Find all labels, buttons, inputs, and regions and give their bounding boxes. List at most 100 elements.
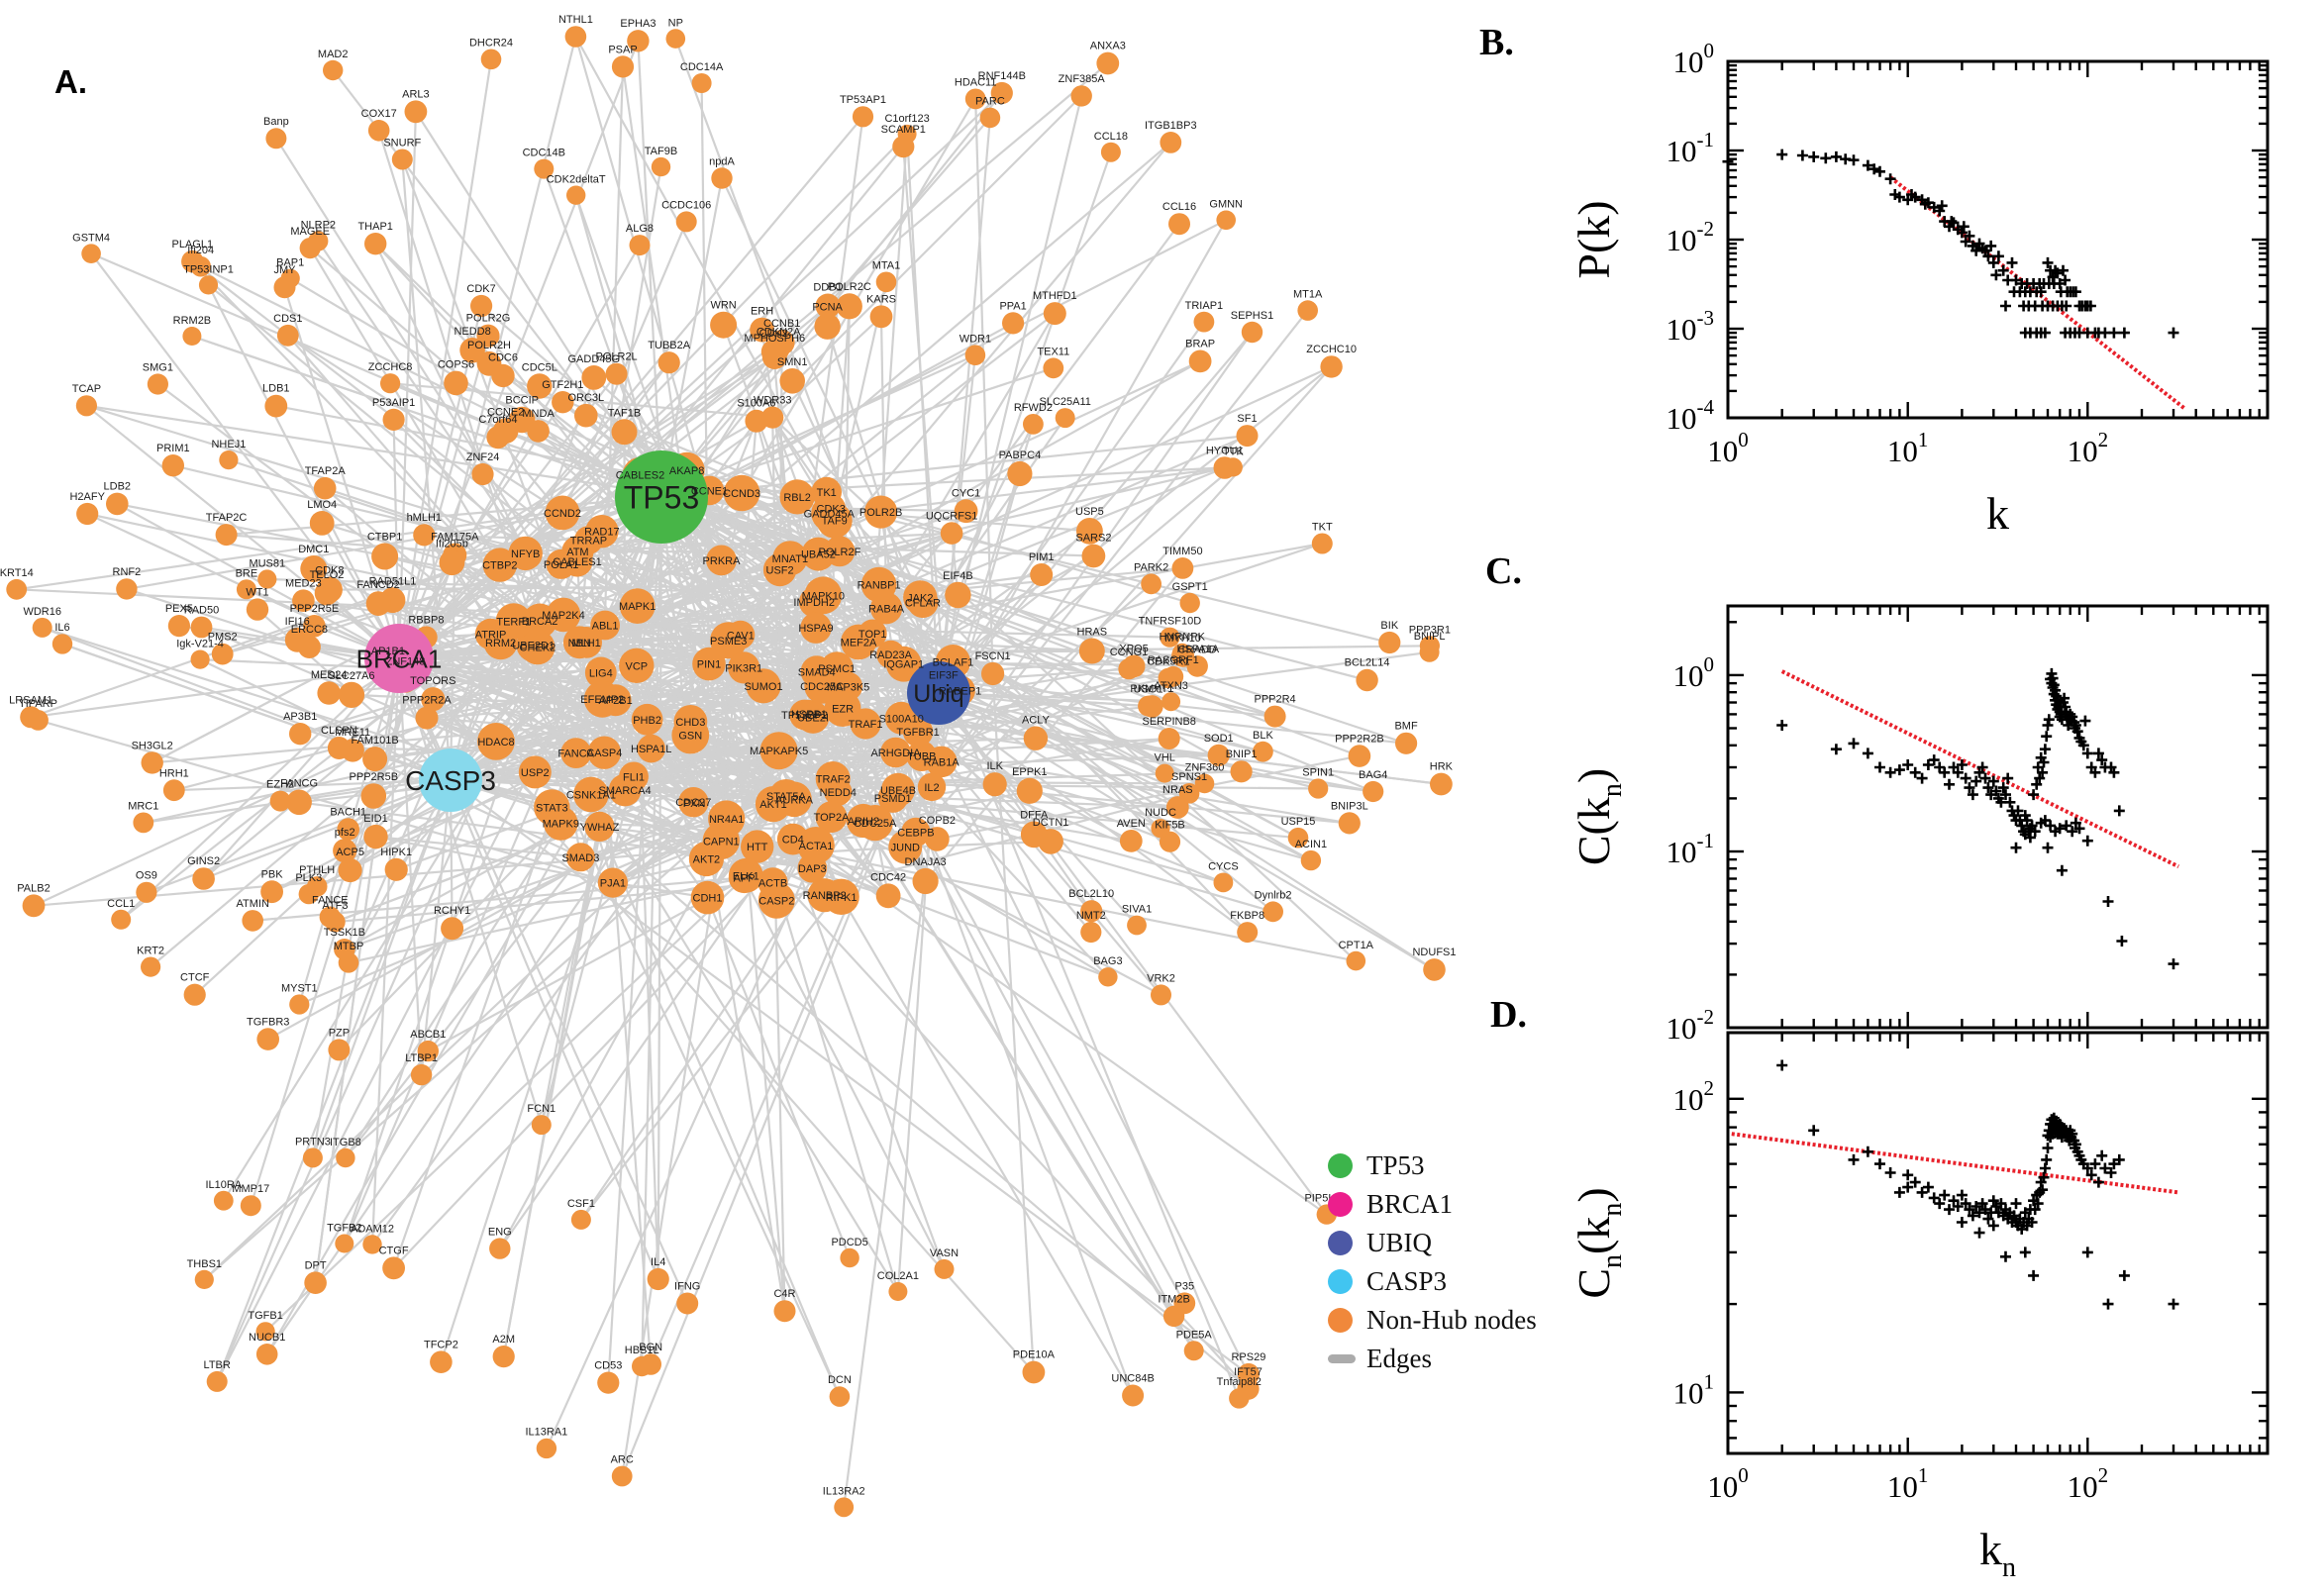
y-tick-label: 10-1 bbox=[1666, 128, 1715, 168]
network-node bbox=[852, 106, 874, 128]
node-label: H2AFY bbox=[69, 491, 105, 503]
node-label: HRH1 bbox=[159, 767, 189, 779]
scatter-point bbox=[1916, 1186, 1928, 1198]
node-label: RIPK1 bbox=[826, 892, 858, 904]
scatter-point bbox=[2089, 1158, 2101, 1170]
scatter-point bbox=[1884, 1167, 1896, 1178]
network-edge bbox=[216, 539, 590, 1383]
node-label: ZCCHC8 bbox=[368, 361, 413, 373]
network-edge bbox=[15, 588, 565, 617]
node-label: EZR bbox=[832, 704, 854, 716]
node-label: NLRP2 bbox=[301, 219, 336, 231]
network-edge bbox=[397, 304, 483, 660]
scatter-point bbox=[2032, 1198, 2044, 1210]
node-label: BCLAF1 bbox=[933, 657, 974, 669]
node-label: CDS1 bbox=[273, 313, 302, 325]
panel-c-plot: 10-2 10-1 100 C(kn) bbox=[1568, 604, 2270, 1046]
network-node bbox=[323, 59, 344, 81]
node-label: GADD45A bbox=[804, 509, 856, 521]
scatter-point bbox=[2056, 864, 2068, 876]
node-label: CAPN1 bbox=[703, 836, 740, 848]
scatter-point bbox=[2045, 820, 2057, 832]
network-node bbox=[289, 994, 310, 1015]
scatter-point bbox=[2108, 327, 2120, 339]
scatter-point bbox=[1960, 1198, 1971, 1210]
network-node bbox=[651, 156, 671, 177]
node-label: MAPK9 bbox=[543, 819, 579, 831]
scatter-point bbox=[1973, 1227, 1985, 1239]
network-edges bbox=[15, 35, 1443, 1509]
node-label: CDC42 bbox=[870, 871, 906, 883]
network-node bbox=[982, 772, 1007, 797]
network-node bbox=[710, 311, 738, 339]
network-node bbox=[940, 522, 963, 545]
node-label: SEPHS1 bbox=[1231, 310, 1273, 322]
network-node bbox=[841, 624, 876, 660]
network-edge bbox=[937, 691, 1408, 745]
node-label: WRN bbox=[710, 300, 736, 312]
network-node bbox=[611, 1465, 633, 1487]
network-node bbox=[779, 479, 815, 515]
node-label: LRSAM1 bbox=[9, 694, 52, 706]
legend-label: Non-Hub nodes bbox=[1366, 1305, 1537, 1335]
node-label: BRE bbox=[236, 567, 258, 579]
axis-ticks bbox=[1726, 606, 2268, 1030]
node-label: DFFA bbox=[1020, 810, 1049, 822]
scatter-point bbox=[1964, 782, 1975, 794]
y-tick-label: 10-4 bbox=[1666, 395, 1715, 436]
node-label: CD4 bbox=[782, 835, 804, 847]
scatter-point bbox=[1934, 761, 1946, 773]
node-label: ATXN3 bbox=[1154, 680, 1188, 692]
network-edge bbox=[401, 157, 453, 782]
node-label: ITM2B bbox=[1158, 1294, 1189, 1306]
scatter-point bbox=[2096, 1149, 2108, 1161]
node-label: SMARCA4 bbox=[599, 785, 652, 797]
node-label: FANCA bbox=[557, 748, 594, 760]
node-label: TRRAP bbox=[570, 536, 607, 548]
network-node bbox=[1320, 355, 1343, 378]
network-node bbox=[413, 524, 436, 547]
node-label: BCL2L14 bbox=[1345, 657, 1390, 669]
network-node bbox=[269, 790, 291, 812]
legend-item: Non-Hub nodes bbox=[1328, 1301, 1537, 1340]
network-node bbox=[410, 1063, 433, 1086]
network-node bbox=[116, 578, 138, 600]
node-label: ARHGDIA bbox=[870, 748, 921, 759]
node-label: XPO5 bbox=[1119, 644, 1148, 655]
axis-ticks bbox=[1726, 59, 2268, 420]
node-label: BAP1 bbox=[276, 257, 304, 269]
network-edge bbox=[914, 831, 1195, 1352]
network-edge bbox=[216, 778, 453, 1383]
network-edge bbox=[930, 472, 1022, 789]
network-node bbox=[728, 861, 760, 894]
network-node bbox=[1162, 1305, 1185, 1328]
scatter-point bbox=[2016, 820, 2028, 832]
scatter-point bbox=[1956, 759, 1968, 770]
node-label: HRK bbox=[1430, 761, 1454, 773]
network-node bbox=[546, 549, 576, 579]
node-label: TKT bbox=[1312, 522, 1333, 534]
scatter-point bbox=[1884, 173, 1896, 185]
node-label: ARIH2 bbox=[848, 816, 879, 828]
scatter-point bbox=[2039, 744, 2051, 755]
node-label: STAT5A bbox=[766, 791, 807, 803]
network-node bbox=[364, 233, 387, 255]
network-node bbox=[546, 597, 581, 633]
node-label: BLK bbox=[1253, 730, 1273, 742]
scatter-point bbox=[1987, 1220, 1999, 1232]
scatter-point bbox=[2070, 286, 2081, 298]
network-node bbox=[1078, 638, 1105, 664]
network-edge bbox=[199, 657, 453, 782]
node-label: PBK bbox=[261, 868, 284, 880]
network-node bbox=[723, 474, 760, 512]
network-edge bbox=[840, 895, 1135, 1397]
node-label: MMP17 bbox=[232, 1183, 269, 1195]
scatter-point bbox=[1970, 245, 1982, 256]
legend-label: UBIQ bbox=[1366, 1228, 1432, 1257]
network-node bbox=[1419, 636, 1440, 656]
legend-item: TP53 bbox=[1328, 1147, 1537, 1185]
node-label: ITGB1BP3 bbox=[1145, 120, 1197, 132]
network-edge bbox=[193, 491, 744, 996]
node-label: POLA1 bbox=[544, 559, 578, 571]
node-label: SLC27A6 bbox=[328, 670, 374, 682]
